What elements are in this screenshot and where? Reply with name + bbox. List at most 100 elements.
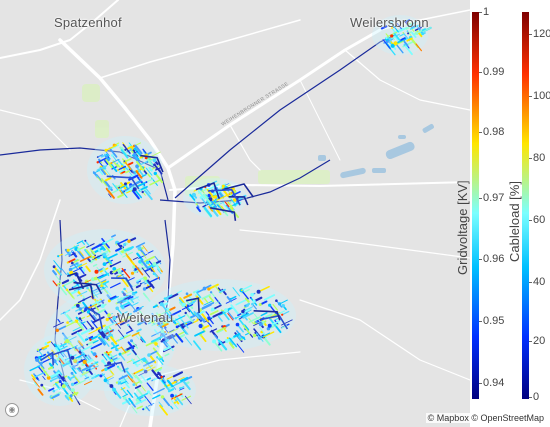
distribution-line — [40, 351, 54, 366]
cable-segment — [213, 334, 219, 340]
grid-node — [120, 304, 123, 308]
cable-segment — [206, 200, 212, 207]
cable-segment — [214, 296, 221, 305]
grid-node — [65, 288, 69, 291]
cable-segment — [164, 353, 170, 357]
voltage-tick: 0.99 — [483, 66, 505, 78]
cable-segment — [162, 302, 169, 307]
cable-segment — [152, 394, 161, 400]
cable-segment — [170, 405, 174, 410]
cable-segment — [248, 316, 261, 323]
grid-node — [156, 356, 159, 359]
grid-node — [109, 265, 113, 268]
cable-segment — [380, 25, 388, 30]
cable-segment — [163, 346, 172, 351]
grid-node — [107, 313, 111, 318]
cable-segment — [125, 148, 132, 157]
feeder-line — [0, 147, 121, 156]
cable-segment — [134, 264, 144, 276]
cable-segment — [172, 319, 177, 325]
cable-segment — [48, 387, 55, 392]
cable-segment — [180, 318, 189, 329]
place-label-weilersbronn: Weilersbronn — [350, 15, 429, 30]
cable-segment — [147, 402, 155, 407]
cable-segment — [104, 352, 112, 360]
cable-segment — [86, 339, 97, 346]
grid-node — [210, 307, 215, 312]
cable-segment — [146, 377, 152, 381]
cable-segment — [139, 177, 143, 182]
cable-segment — [255, 332, 264, 342]
cable-segment — [141, 252, 147, 259]
cable-segment — [187, 306, 196, 317]
cable-segment — [166, 380, 177, 387]
cable-segment — [78, 262, 88, 268]
cable-segment — [105, 187, 115, 199]
cable-segment — [135, 398, 148, 406]
cable-segment — [161, 337, 170, 342]
cable-segment — [151, 312, 158, 321]
cable-segment — [145, 178, 154, 183]
grid-node — [104, 351, 107, 354]
cable-segment — [214, 300, 221, 304]
grid-node — [193, 291, 196, 294]
grid-node — [65, 339, 70, 344]
grid-node — [268, 303, 272, 307]
mapbox-logo-icon[interactable]: ◉ — [5, 403, 19, 417]
cable-segment — [104, 157, 113, 169]
cable-segment — [58, 356, 66, 366]
grid-node — [111, 154, 114, 157]
cable-segment — [76, 331, 82, 338]
map-attribution[interactable]: © Mapbox © OpenStreetMap — [425, 413, 546, 423]
cable-segment — [164, 327, 169, 333]
grid-node — [66, 321, 69, 324]
cable-segment — [134, 384, 142, 389]
cable-segment — [111, 234, 116, 238]
grid-node — [71, 250, 73, 253]
cable-segment — [275, 300, 283, 308]
cable-segment — [51, 393, 60, 399]
cable-segment — [128, 174, 139, 181]
grid-node — [131, 291, 136, 296]
cable-segment — [150, 151, 161, 157]
place-label-spatzenhof: Spatzenhof — [54, 15, 122, 30]
cable-segment — [52, 280, 58, 287]
cable-segment — [179, 387, 185, 391]
grid-node — [148, 166, 151, 170]
grid-node — [132, 383, 136, 386]
cable-segment — [126, 312, 132, 317]
cable-segment — [122, 251, 133, 258]
grid-node — [133, 153, 137, 156]
grid-node — [112, 387, 116, 392]
cable-segment — [64, 321, 76, 328]
cable-segment — [201, 294, 211, 300]
cable-segment — [134, 374, 143, 384]
cable-segment — [112, 183, 119, 191]
cable-segment — [155, 264, 161, 271]
grid-node — [117, 365, 119, 368]
cable-segment — [138, 371, 147, 376]
cable-segment — [131, 372, 137, 379]
grid-node — [89, 304, 92, 307]
cable-segment — [47, 366, 53, 370]
grid-node — [123, 160, 126, 162]
map-canvas[interactable] — [0, 0, 470, 427]
cable-segment — [72, 263, 79, 270]
grid-node — [160, 326, 163, 329]
grid-node — [212, 339, 217, 344]
cable-segment — [159, 309, 171, 316]
grid-node — [71, 286, 74, 289]
voltage-tick: 0.96 — [483, 253, 505, 265]
cable-segment — [131, 331, 140, 337]
grid-node — [70, 388, 75, 393]
grid-node — [275, 299, 278, 303]
distribution-line — [253, 310, 281, 321]
cable-segment — [145, 167, 153, 176]
cable-segment — [233, 332, 241, 338]
cable-segment — [66, 288, 75, 300]
cable-segment — [116, 379, 124, 384]
grid-node — [266, 327, 271, 331]
grid-node — [96, 156, 99, 158]
grid-node — [258, 322, 263, 327]
